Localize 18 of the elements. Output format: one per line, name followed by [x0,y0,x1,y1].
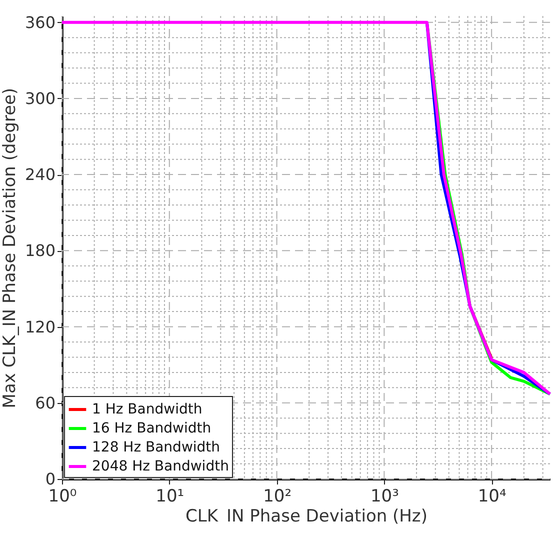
x-tick-label: 10¹ [156,486,184,506]
legend-label: 16 Hz Bandwidth [92,420,212,436]
x-tick-label: 10⁰ [48,486,77,506]
x-tick-label: 10² [263,486,292,506]
y-tick-label: 0 [45,470,56,488]
y-tick-label: 60 [35,393,56,412]
y-tick-label: 360 [24,12,56,32]
legend-label: 2048 Hz Bandwidth [92,458,229,474]
y-axis-title: Max CLK_IN Phase Deviation (degree) [0,88,20,408]
legend-label: 128 Hz Bandwidth [92,440,220,456]
y-tick-label: 300 [24,88,56,108]
x-axis-title: CLK_IN Phase Deviation (Hz) [186,506,428,526]
x-tick-label: 10⁴ [478,486,506,506]
y-tick-label: 120 [24,317,56,336]
y-tick-label: 240 [24,165,56,184]
x-tick-label: 10³ [370,486,399,506]
y-tick-label: 180 [24,241,56,260]
legend-label: 1 Hz Bandwidth [92,402,202,418]
